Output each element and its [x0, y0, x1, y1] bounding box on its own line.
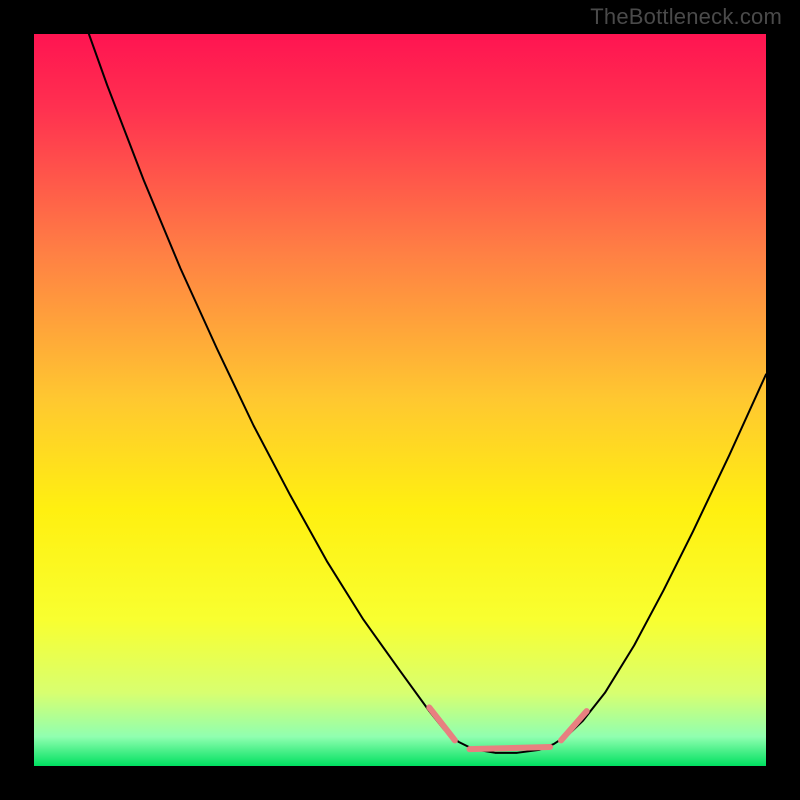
watermark-text: TheBottleneck.com	[590, 4, 782, 30]
highlight-segment	[470, 747, 551, 749]
gradient-background	[34, 34, 766, 766]
chart-svg	[34, 34, 766, 766]
figure-outer: TheBottleneck.com	[0, 0, 800, 800]
plot-area	[34, 34, 766, 766]
